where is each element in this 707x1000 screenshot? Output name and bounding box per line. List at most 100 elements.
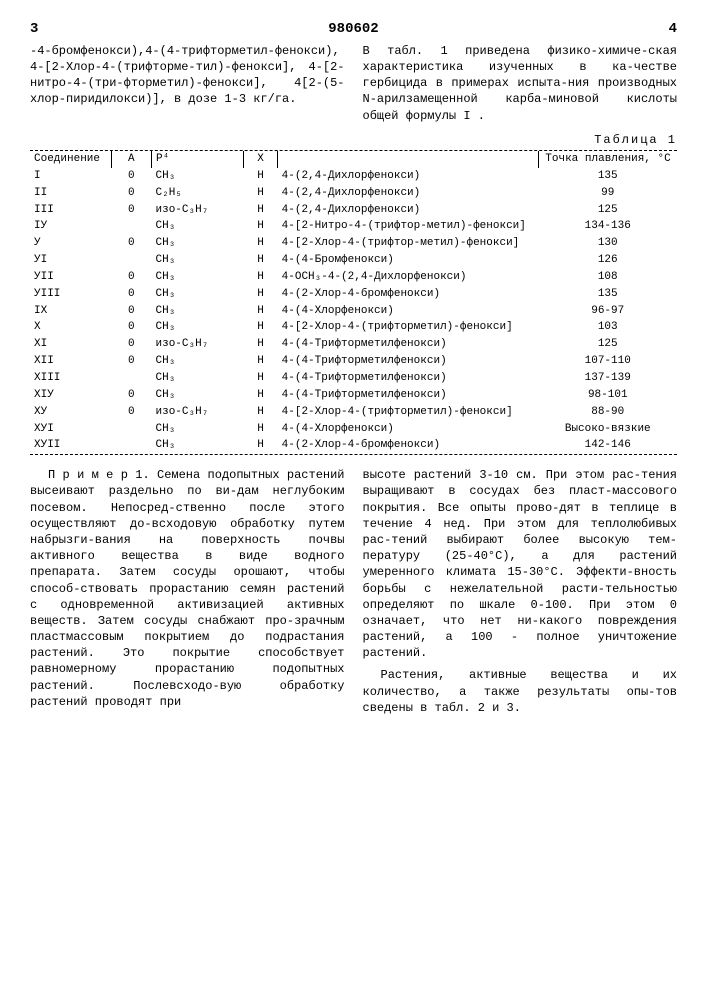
table-cell: 4-[2-Нитро-4-(трифтор-метил)-фенокси] <box>278 218 539 235</box>
table-row: I0CH₃H4-(2,4-Дихлорфенокси)135 <box>30 168 677 185</box>
table-cell: УIII <box>30 286 111 303</box>
body-left: П р и м е р 1. Семена подопытных растени… <box>30 467 345 716</box>
table-cell: CH₃ <box>152 252 244 269</box>
table-cell: CH₃ <box>152 353 244 370</box>
table-cell: 0 <box>111 235 151 252</box>
table-cell: 4-[2-Хлор-4-(трифтор-метил)-фенокси] <box>278 235 539 252</box>
table-cell: CH₃ <box>152 319 244 336</box>
table-cell: H <box>244 353 278 370</box>
table-cell: 125 <box>538 202 677 219</box>
table-cell: II <box>30 185 111 202</box>
table-cell: CH₃ <box>152 235 244 252</box>
table-cell: CH₃ <box>152 370 244 387</box>
table-head: Соединение A P⁴ X Точка плавления, °C <box>30 151 677 168</box>
table-cell: 4-(2-Хлор-4-бромфенокси) <box>278 286 539 303</box>
table-cell: 4-[2-Хлор-4-(трифторметил)-фенокси] <box>278 404 539 421</box>
table-cell: XУII <box>30 437 111 454</box>
page-header: 3 980602 4 <box>30 20 677 39</box>
table-cell: 0 <box>111 353 151 370</box>
body-right: высоте растений 3-10 см. При этом рас-те… <box>363 467 678 716</box>
table-cell: I <box>30 168 111 185</box>
table-body: I0CH₃H4-(2,4-Дихлорфенокси)135II0C₂H₅H4-… <box>30 168 677 454</box>
table-cell: 107-110 <box>538 353 677 370</box>
table-cell: изо-C₃H₇ <box>152 336 244 353</box>
col-header-mp: Точка плавления, °C <box>538 151 677 168</box>
body-columns: П р и м е р 1. Семена подопытных растени… <box>30 467 677 716</box>
table-row: У0CH₃H4-[2-Хлор-4-(трифтор-метил)-фенокс… <box>30 235 677 252</box>
col-header-p4: P⁴ <box>152 151 244 168</box>
table-cell: H <box>244 404 278 421</box>
table-cell: CH₃ <box>152 168 244 185</box>
table-row: X0CH₃H4-[2-Хлор-4-(трифторметил)-фенокси… <box>30 319 677 336</box>
table-cell: 0 <box>111 387 151 404</box>
table-cell: H <box>244 336 278 353</box>
table-cell: H <box>244 218 278 235</box>
table-cell: H <box>244 387 278 404</box>
table-cell: 88-90 <box>538 404 677 421</box>
table-cell: 0 <box>111 269 151 286</box>
page-number-right: 4 <box>669 20 677 39</box>
table-cell: H <box>244 269 278 286</box>
table-cell: XII <box>30 353 111 370</box>
table-rule-bottom <box>30 454 677 455</box>
body-right-p2: Растения, активные вещества и их количес… <box>363 667 678 716</box>
table-cell: 130 <box>538 235 677 252</box>
col-header-group <box>278 151 539 168</box>
table-cell: УII <box>30 269 111 286</box>
table-cell: 125 <box>538 336 677 353</box>
col-header-compound: Соединение <box>30 151 111 168</box>
table-cell <box>111 218 151 235</box>
table-cell: 0 <box>111 168 151 185</box>
table-cell: 99 <box>538 185 677 202</box>
table-cell: 0 <box>111 185 151 202</box>
table-cell: H <box>244 235 278 252</box>
table-cell: 134-136 <box>538 218 677 235</box>
table-cell: 4-(2-Хлор-4-бромфенокси) <box>278 437 539 454</box>
table-row: XУICH₃H4-(4-Хлорфенокси)Высоко-вязкие <box>30 421 677 438</box>
table-row: II0C₂H₅H4-(2,4-Дихлорфенокси)99 <box>30 185 677 202</box>
table-cell: IУ <box>30 218 111 235</box>
table-cell: H <box>244 437 278 454</box>
table-row: IУ CH₃H4-[2-Нитро-4-(трифтор-метил)-фенок… <box>30 218 677 235</box>
table-cell <box>111 370 151 387</box>
table-row: XУIICH₃H4-(2-Хлор-4-бромфенокси)142-146 <box>30 437 677 454</box>
table-cell: 4-(4-Трифторметилфенокси) <box>278 353 539 370</box>
table-row: XУ0изо-C₃H₇H4-[2-Хлор-4-(трифторметил)-ф… <box>30 404 677 421</box>
table-cell: CH₃ <box>152 286 244 303</box>
table-cell: CH₃ <box>152 303 244 320</box>
table-row: XIIICH₃H4-(4-Трифторметилфенокси)137-139 <box>30 370 677 387</box>
table-cell: Высоко-вязкие <box>538 421 677 438</box>
table-cell: 4-(2,4-Дихлорфенокси) <box>278 202 539 219</box>
table-cell: CH₃ <box>152 218 244 235</box>
table-title: Таблица 1 <box>30 132 677 148</box>
table-row: УII0CH₃H4-OCH₃-4-(2,4-Дихлорфенокси)108 <box>30 269 677 286</box>
table-cell: CH₃ <box>152 421 244 438</box>
table-cell: 142-146 <box>538 437 677 454</box>
table-row: XII0CH₃H4-(4-Трифторметилфенокси)107-110 <box>30 353 677 370</box>
table-cell: 4-(4-Трифторметилфенокси) <box>278 387 539 404</box>
table-cell: XIУ <box>30 387 111 404</box>
table-cell: 126 <box>538 252 677 269</box>
table-cell: X <box>30 319 111 336</box>
table-cell <box>111 252 151 269</box>
table-cell: 4-OCH₃-4-(2,4-Дихлорфенокси) <box>278 269 539 286</box>
table-cell: H <box>244 202 278 219</box>
table-cell: H <box>244 303 278 320</box>
table-cell: H <box>244 421 278 438</box>
table-cell: У <box>30 235 111 252</box>
table-cell: 4-(4-Трифторметилфенокси) <box>278 336 539 353</box>
table-row: XIУ0CH₃H4-(4-Трифторметилфенокси)98-101 <box>30 387 677 404</box>
table-cell: H <box>244 286 278 303</box>
table-cell: XI <box>30 336 111 353</box>
table-cell: 0 <box>111 404 151 421</box>
compound-table: Соединение A P⁴ X Точка плавления, °C I0… <box>30 151 677 454</box>
table-cell: 135 <box>538 286 677 303</box>
col-header-x: X <box>244 151 278 168</box>
table-cell: 4-(4-Хлорфенокси) <box>278 421 539 438</box>
intro-right: В табл. 1 приведена физико-химиче-ская х… <box>363 43 678 124</box>
table-cell: 96-97 <box>538 303 677 320</box>
table-cell: 4-(4-Хлорфенокси) <box>278 303 539 320</box>
table-cell: 0 <box>111 319 151 336</box>
page-number-left: 3 <box>30 20 38 39</box>
document-number: 980602 <box>328 20 378 39</box>
